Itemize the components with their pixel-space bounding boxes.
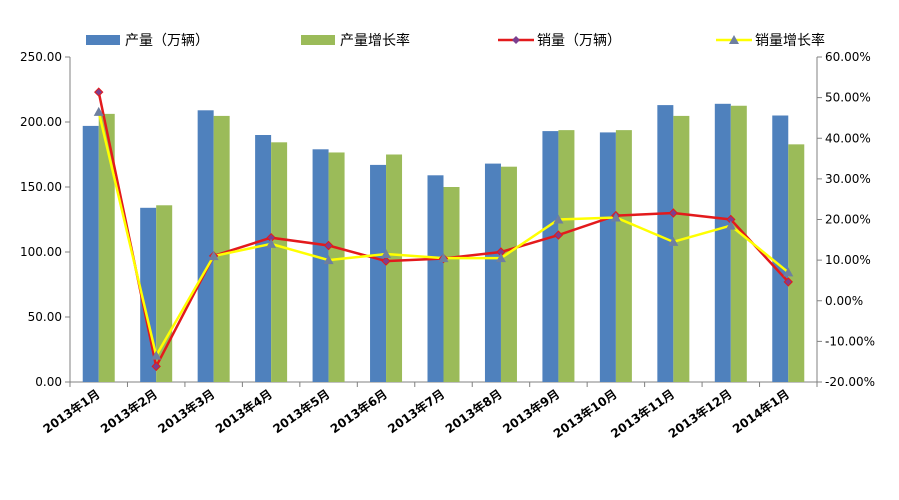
x-tick-label: 2013年4月 xyxy=(212,386,274,436)
point-sales xyxy=(381,256,391,266)
x-tick-label: 2014年1月 xyxy=(730,386,792,436)
bar-production-growth xyxy=(386,154,403,382)
y-right-tick-label: 10.00% xyxy=(825,253,871,267)
bar-production-growth xyxy=(615,130,632,382)
point-sales-growth xyxy=(553,214,564,224)
y-right-tick-label: 40.00% xyxy=(825,131,871,145)
bar-production xyxy=(772,115,789,382)
x-tick-label: 2013年6月 xyxy=(327,386,389,436)
y-left-tick-label: 100.00 xyxy=(20,245,62,259)
bar-production-growth xyxy=(213,115,230,382)
y-left-tick-label: 50.00 xyxy=(28,310,62,324)
bar-production-growth xyxy=(500,166,517,382)
y-left-tick-label: 0.00 xyxy=(35,375,62,389)
y-right-tick-label: 60.00% xyxy=(825,50,871,64)
point-sales-growth xyxy=(668,236,679,246)
point-sales-growth xyxy=(151,350,162,360)
point-sales-growth xyxy=(93,106,104,116)
bar-production-growth xyxy=(443,187,460,382)
y-left-tick-label: 250.00 xyxy=(20,50,62,64)
point-sales xyxy=(668,208,679,218)
point-sales-growth xyxy=(323,255,334,265)
bar-production-growth xyxy=(156,205,173,382)
y-right-tick-label: 30.00% xyxy=(825,172,871,186)
x-tick-label: 2013年5月 xyxy=(270,386,332,436)
y-left-tick-label: 200.00 xyxy=(20,115,62,129)
bar-production-growth xyxy=(271,142,288,382)
bar-production xyxy=(657,105,674,382)
point-sales xyxy=(553,230,564,240)
bar-production-growth xyxy=(673,115,690,382)
point-sales xyxy=(94,87,104,97)
point-sales xyxy=(151,361,161,372)
bar-production-growth xyxy=(98,113,115,382)
x-tick-label: 2013年7月 xyxy=(385,386,447,436)
point-sales-growth xyxy=(725,220,736,230)
bar-production-growth xyxy=(558,130,575,382)
x-tick-label: 2013年10月 xyxy=(550,386,619,441)
legend-label-production: 产量（万辆） xyxy=(125,33,209,49)
y-right-tick-label: -10.00% xyxy=(825,334,875,348)
y-right-tick-label: 0.00% xyxy=(825,294,863,308)
x-tick-label: 2013年1月 xyxy=(40,386,102,436)
legend-label-production-growth: 产量增长率 xyxy=(340,32,410,49)
y-right-tick-label: 50.00% xyxy=(825,91,871,105)
bar-production xyxy=(542,131,559,382)
bar-production xyxy=(255,135,272,382)
bar-production xyxy=(599,132,616,382)
point-sales-growth xyxy=(381,249,392,259)
point-sales xyxy=(783,277,793,287)
point-sales-growth xyxy=(266,238,277,248)
point-sales-growth xyxy=(438,253,449,263)
point-sales-growth xyxy=(495,253,506,263)
x-tick-label: 2013年11月 xyxy=(608,386,677,441)
y-right-tick-label: 20.00% xyxy=(825,213,871,227)
legend-label-sales: 销量（万辆） xyxy=(537,33,621,49)
point-sales-growth xyxy=(208,251,219,261)
bar-production xyxy=(427,175,444,382)
y-left-tick-label: 150.00 xyxy=(20,180,62,194)
bar-production xyxy=(370,164,387,382)
x-tick-label: 2013年2月 xyxy=(97,386,159,436)
x-tick-label: 2013年12月 xyxy=(665,386,734,441)
legend-label-sales-growth: 销量增长率 xyxy=(755,32,825,49)
bar-production xyxy=(82,125,99,383)
y-right-tick-label: -20.00% xyxy=(825,375,875,389)
point-sales-growth xyxy=(610,212,621,222)
legend-marker-sales xyxy=(512,36,520,44)
x-tick-label: 2013年8月 xyxy=(442,386,504,436)
point-sales-growth xyxy=(783,267,794,277)
legend-swatch-production xyxy=(86,35,120,45)
x-tick-label: 2013年3月 xyxy=(155,386,217,436)
bar-production xyxy=(312,149,329,382)
bar-production xyxy=(197,110,214,383)
bar-production-growth xyxy=(788,144,805,382)
legend-swatch-production-growth xyxy=(301,35,335,45)
legend-marker-sales-growth xyxy=(729,35,739,44)
bar-production-growth xyxy=(328,152,345,382)
point-sales xyxy=(323,240,334,251)
bar-production xyxy=(714,103,731,383)
bar-production xyxy=(484,163,501,382)
bar-production-growth xyxy=(730,105,747,382)
